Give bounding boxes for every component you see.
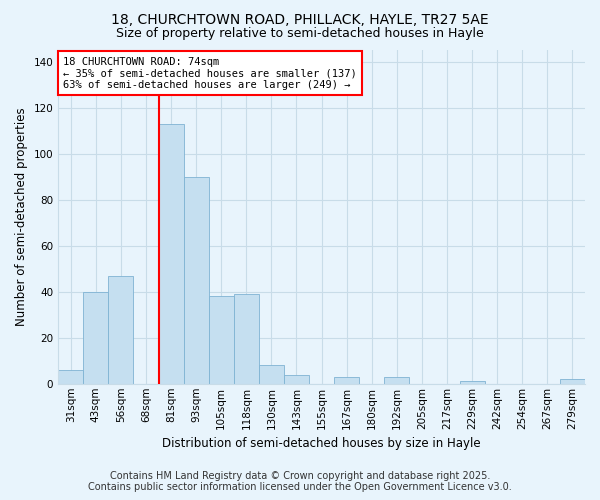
Bar	[460, 382, 485, 384]
Bar	[158, 124, 184, 384]
Bar	[234, 294, 259, 384]
Bar	[83, 292, 109, 384]
Bar	[184, 176, 209, 384]
Text: 18, CHURCHTOWN ROAD, PHILLACK, HAYLE, TR27 5AE: 18, CHURCHTOWN ROAD, PHILLACK, HAYLE, TR…	[111, 12, 489, 26]
Bar	[334, 377, 359, 384]
Bar	[209, 296, 234, 384]
X-axis label: Distribution of semi-detached houses by size in Hayle: Distribution of semi-detached houses by …	[162, 437, 481, 450]
Y-axis label: Number of semi-detached properties: Number of semi-detached properties	[15, 108, 28, 326]
Text: Contains HM Land Registry data © Crown copyright and database right 2025.
Contai: Contains HM Land Registry data © Crown c…	[88, 471, 512, 492]
Text: 18 CHURCHTOWN ROAD: 74sqm
← 35% of semi-detached houses are smaller (137)
63% of: 18 CHURCHTOWN ROAD: 74sqm ← 35% of semi-…	[64, 56, 357, 90]
Text: Size of property relative to semi-detached houses in Hayle: Size of property relative to semi-detach…	[116, 28, 484, 40]
Bar	[259, 366, 284, 384]
Bar	[284, 374, 309, 384]
Bar	[385, 377, 409, 384]
Bar	[560, 379, 585, 384]
Bar	[58, 370, 83, 384]
Bar	[109, 276, 133, 384]
